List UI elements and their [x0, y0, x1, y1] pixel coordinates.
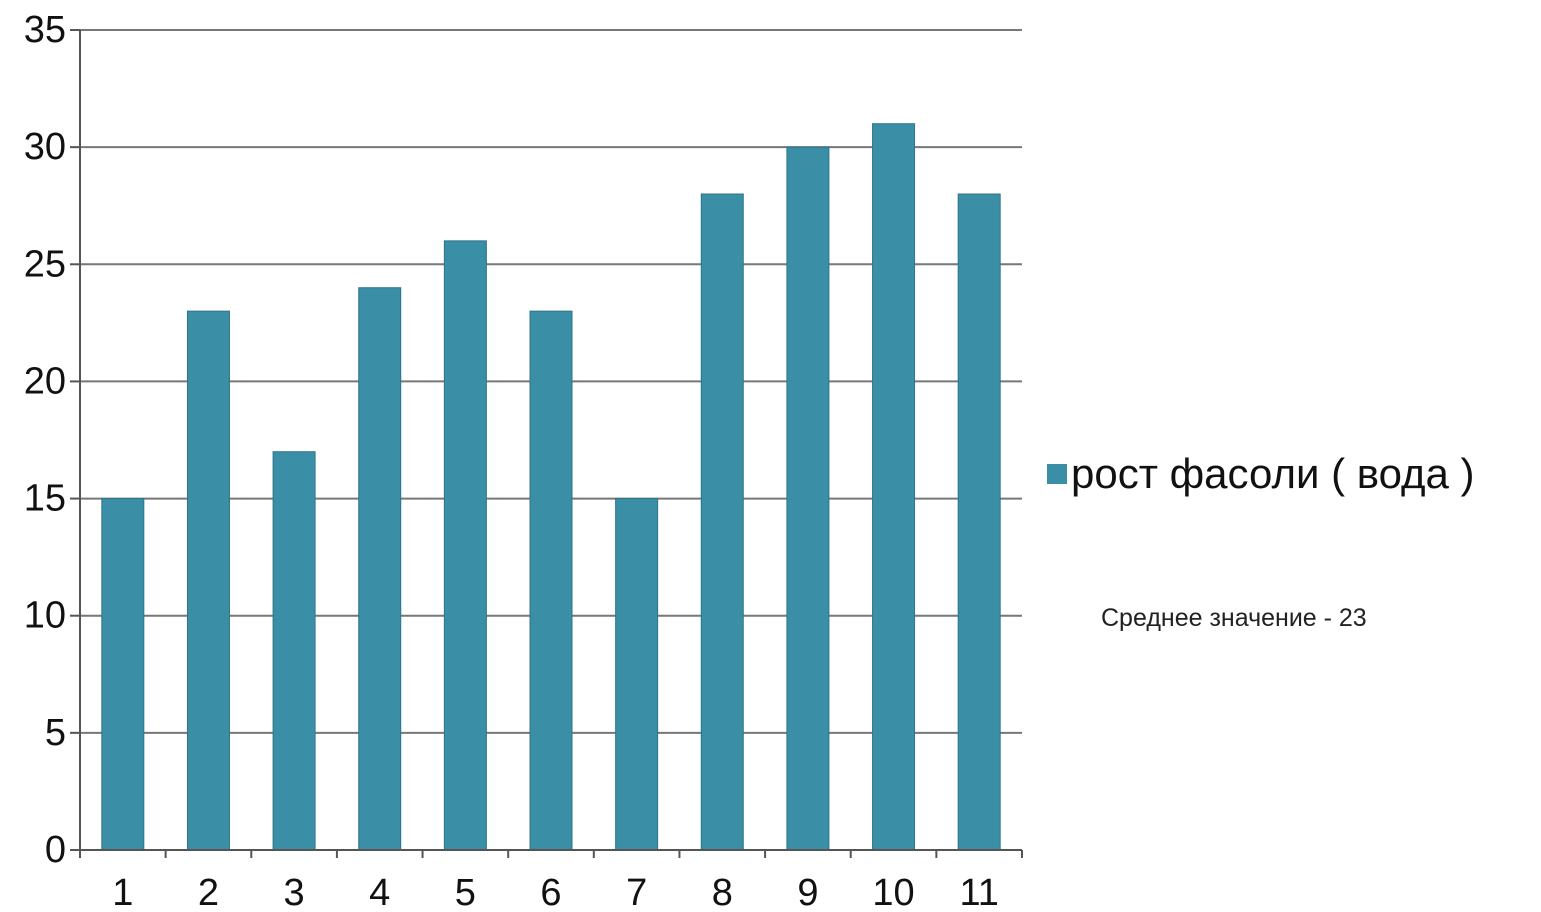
bar [700, 193, 744, 851]
y-tick-label: 25 [24, 243, 66, 285]
axes [70, 29, 1023, 858]
y-tick-label: 5 [45, 712, 66, 754]
bar [786, 146, 830, 851]
bars [101, 123, 1001, 851]
bar [443, 240, 487, 851]
x-tick-label: 6 [540, 872, 561, 912]
y-tick-label: 15 [24, 478, 66, 520]
x-tick-label: 5 [455, 872, 476, 912]
x-tick-label: 2 [198, 872, 219, 912]
x-tick-label: 8 [712, 872, 733, 912]
y-tick-label: 10 [24, 595, 66, 637]
bar [615, 498, 659, 851]
y-tick-label: 30 [24, 126, 66, 168]
y-tick-label: 0 [45, 829, 66, 871]
y-tick-labels: 0 5 10 15 20 25 30 35 [24, 9, 66, 871]
bar [101, 498, 145, 851]
x-tick-label: 3 [284, 872, 305, 912]
x-tick-label: 7 [626, 872, 647, 912]
bar [186, 310, 230, 851]
legend-swatch [1047, 464, 1067, 484]
x-tick-label: 9 [797, 872, 818, 912]
x-tick-labels: 1 2 3 4 5 6 7 8 9 10 11 [112, 872, 999, 912]
legend-label: рост фасоли ( вода ) [1071, 450, 1475, 497]
y-tick-label: 20 [24, 360, 66, 402]
x-tick-label: 10 [872, 872, 914, 912]
bar [872, 123, 916, 851]
bar [529, 310, 573, 851]
legend: рост фасоли ( вода ) [1047, 448, 1475, 500]
x-tick-label: 11 [959, 872, 998, 912]
x-tick-label: 4 [369, 872, 390, 912]
bar [272, 451, 316, 851]
x-tick-label: 1 [112, 872, 133, 912]
bar [358, 287, 402, 851]
bar [957, 193, 1001, 851]
mean-annotation: Среднее значение - 23 [1101, 604, 1367, 632]
y-tick-label: 35 [24, 9, 66, 51]
